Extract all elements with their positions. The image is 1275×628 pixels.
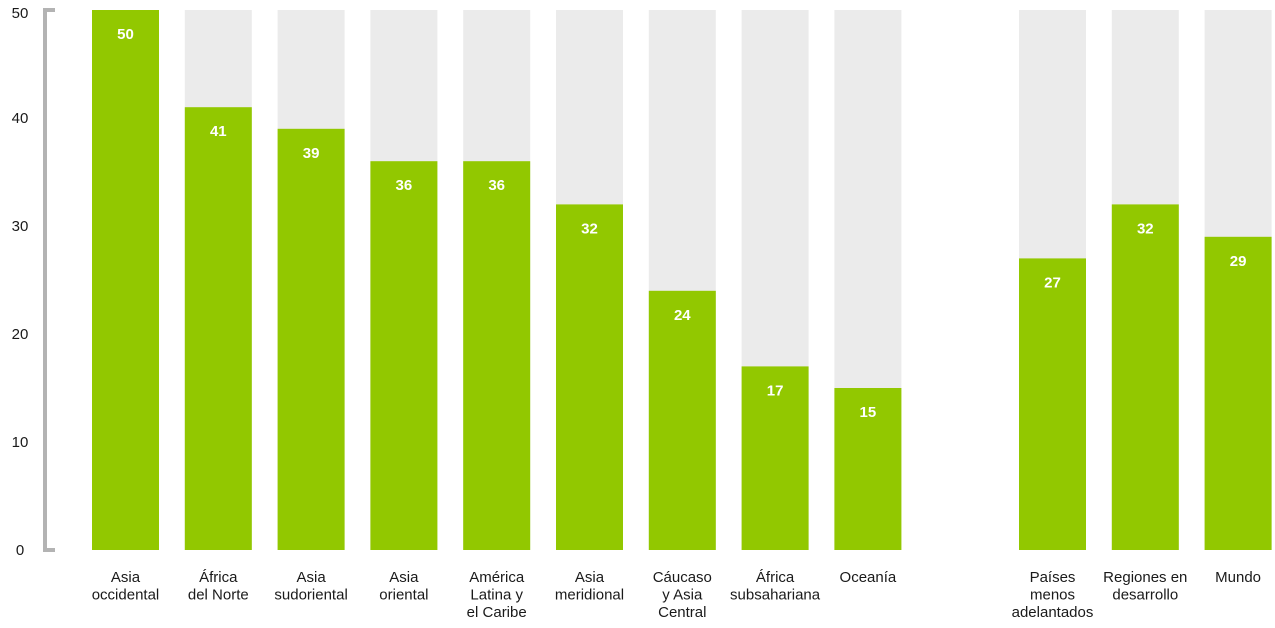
bar xyxy=(648,290,716,550)
bar xyxy=(1111,204,1179,550)
data-label: 17 xyxy=(767,382,784,399)
category-label: Asia xyxy=(297,569,327,586)
category-label: Central xyxy=(658,604,706,621)
category-label: Cáucaso xyxy=(653,569,712,586)
data-label: 36 xyxy=(488,177,505,194)
category-label: y Asia xyxy=(662,587,703,604)
data-label: 32 xyxy=(581,220,598,237)
category-label: África xyxy=(756,569,795,586)
y-tick-label: 40 xyxy=(12,110,29,127)
data-label: 29 xyxy=(1230,253,1247,270)
category-label: occidental xyxy=(92,587,160,604)
category-label: Oceanía xyxy=(840,569,897,586)
category-label: desarrollo xyxy=(1112,587,1178,604)
data-label: 41 xyxy=(210,123,227,140)
bar xyxy=(277,128,345,551)
data-label: 50 xyxy=(117,26,134,43)
category-label: adelantados xyxy=(1012,604,1094,621)
category-label: subsahariana xyxy=(730,587,821,604)
bar xyxy=(741,366,809,550)
category-label: oriental xyxy=(379,587,428,604)
y-tick-label: 0 xyxy=(16,542,24,559)
y-tick-label: 30 xyxy=(12,218,29,235)
category-label: América xyxy=(469,569,525,586)
data-label: 24 xyxy=(674,307,691,324)
data-label: 36 xyxy=(396,177,413,194)
category-label: Asia xyxy=(111,569,141,586)
bar xyxy=(370,161,438,550)
y-tick-label: 10 xyxy=(12,434,29,451)
category-label: menos xyxy=(1030,587,1075,604)
y-tick-label: 50 xyxy=(12,5,29,22)
bar xyxy=(834,388,902,550)
bar xyxy=(556,204,623,550)
bar xyxy=(1204,236,1272,551)
data-label: 39 xyxy=(303,145,320,162)
category-label: Latina y xyxy=(470,587,523,604)
category-label: del Norte xyxy=(188,587,249,604)
category-label: el Caribe xyxy=(467,604,527,621)
bar xyxy=(1019,258,1086,550)
category-label: África xyxy=(199,569,238,586)
bar xyxy=(184,107,252,550)
data-label: 32 xyxy=(1137,220,1154,237)
category-label: meridional xyxy=(555,587,624,604)
category-label: sudoriental xyxy=(274,587,347,604)
bar xyxy=(463,161,531,550)
data-label: 15 xyxy=(860,404,877,421)
bar xyxy=(92,10,159,550)
category-label: Asia xyxy=(575,569,605,586)
category-label: Regiones en xyxy=(1103,569,1187,586)
category-label: Mundo xyxy=(1215,569,1261,586)
category-label: Países xyxy=(1030,569,1076,586)
y-tick-label: 20 xyxy=(12,326,29,343)
data-label: 27 xyxy=(1044,274,1061,291)
category-label: Asia xyxy=(389,569,419,586)
